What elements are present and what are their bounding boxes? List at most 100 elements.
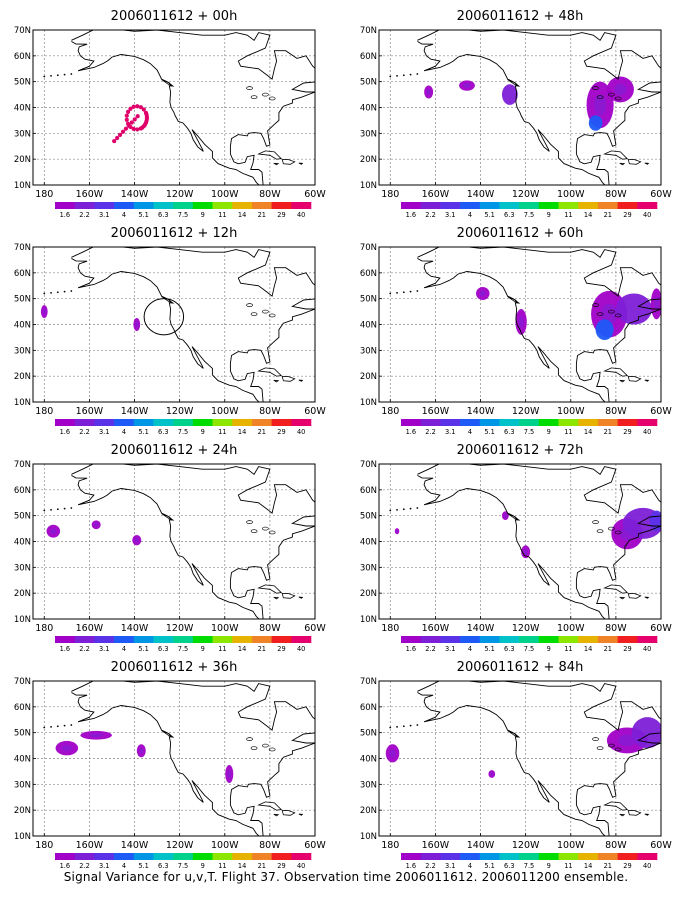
island — [644, 596, 650, 599]
colorbar-swatch — [55, 202, 75, 209]
lat-tick-label: 50N — [360, 295, 377, 305]
lon-tick-label: 180 — [381, 840, 399, 851]
colorbar-swatch — [192, 636, 213, 643]
colorbar-swatch — [153, 636, 174, 643]
variance-core — [389, 749, 396, 758]
aleutian-island — [43, 292, 46, 295]
variance-core — [50, 528, 57, 535]
lat-tick-label: 10N — [14, 832, 31, 842]
colorbar-label: 21 — [258, 428, 266, 436]
great-lake — [608, 526, 615, 531]
lon-tick-label: 140W — [121, 840, 149, 851]
variance-core — [614, 83, 627, 96]
map-area — [33, 30, 315, 185]
colorbar-label: 11 — [564, 862, 572, 870]
colorbar-label: 4 — [468, 645, 472, 653]
island — [298, 813, 304, 816]
colorbar-swatch — [499, 202, 520, 209]
colorbar-label: 2.2 — [425, 645, 436, 653]
variance-core — [135, 321, 139, 328]
lon-tick-label: 100W — [211, 189, 239, 200]
lon-tick-label: 140W — [121, 406, 149, 417]
colorbar-label: 4 — [122, 428, 126, 436]
colorbar-swatch — [133, 853, 154, 860]
great-lake — [262, 92, 269, 97]
map-panel: 2006011612 + 72h 70N 60N 50N 40N 30N 20N 10N 180… — [360, 443, 673, 653]
colorbar-swatch — [291, 853, 312, 860]
panel-title: 2006011612 + 12h — [111, 226, 238, 241]
figure-caption: Signal Variance for u,v,T. Flight 37. Ob… — [63, 870, 629, 884]
island — [603, 801, 629, 811]
coastline — [71, 30, 315, 185]
colorbar-swatch — [558, 636, 579, 643]
colorbar-label: 2.2 — [425, 428, 436, 436]
lon-tick-label: 180 — [35, 189, 53, 200]
lat-tick-label: 10N — [14, 615, 31, 625]
colorbar-swatch — [538, 853, 559, 860]
lon-tick-label: 100W — [557, 406, 585, 417]
colorbar-label: 3.1 — [445, 645, 456, 653]
aleutian-island — [70, 290, 73, 292]
colorbar-swatch — [251, 202, 272, 209]
lon-tick-label: 60W — [304, 840, 326, 851]
lat-tick-label: 70N — [14, 26, 31, 36]
colorbar-swatch — [232, 419, 253, 426]
aleutian-island — [389, 509, 392, 512]
colorbar-label: 5.1 — [484, 645, 495, 653]
colorbar-swatch — [519, 853, 540, 860]
great-lake — [268, 96, 276, 101]
variance-core — [94, 522, 99, 527]
colorbar-label: 21 — [604, 645, 612, 653]
lat-tick-label: 60N — [14, 52, 31, 62]
lon-tick-label: 140W — [467, 623, 495, 634]
lon-tick-label: 100W — [211, 623, 239, 634]
colorbar-label: 1.6 — [406, 862, 417, 870]
great-lake — [250, 529, 258, 534]
colorbar-swatch — [558, 853, 579, 860]
colorbar-swatch — [55, 419, 75, 426]
lat-tick-label: 70N — [14, 460, 31, 470]
aleutian-island — [70, 507, 73, 509]
colorbar-swatch — [519, 636, 540, 643]
lon-tick-label: 160W — [422, 189, 450, 200]
lon-tick-label: 180 — [381, 406, 399, 417]
variance-core — [42, 308, 46, 315]
lon-tick-label: 100W — [557, 623, 585, 634]
variance-core — [503, 513, 507, 518]
lon-tick-label: 60W — [650, 623, 672, 634]
great-lake — [614, 747, 622, 752]
panel-title: 2006011612 + 24h — [111, 443, 238, 458]
colorbar-swatch — [637, 202, 658, 209]
colorbar-swatch — [420, 853, 441, 860]
map-panel: 2006011612 + 48h 70N 60N 50N 40N 30N 20N 10N 180… — [360, 9, 673, 219]
aleutian-island — [56, 74, 59, 77]
lon-tick-label: 100W — [211, 406, 239, 417]
colorbar-label: 14 — [238, 211, 246, 219]
great-lake — [608, 92, 615, 97]
colorbar-swatch — [460, 853, 481, 860]
island — [161, 730, 173, 738]
colorbar-label: 29 — [623, 862, 631, 870]
aleutian-island — [402, 725, 405, 728]
colorbar-swatch — [617, 636, 638, 643]
flight-track-point — [123, 126, 129, 131]
aleutian-island — [50, 725, 52, 728]
lon-tick-label: 180 — [35, 623, 53, 634]
island — [273, 596, 280, 600]
aleutian-island — [396, 508, 398, 511]
colorbar-swatch — [420, 636, 441, 643]
colorbar-label: 40 — [297, 428, 305, 436]
colorbar-swatch — [401, 853, 421, 860]
aleutian-island — [389, 75, 392, 78]
colorbar-label: 2.2 — [425, 211, 436, 219]
colorbar-label: 4 — [122, 645, 126, 653]
colorbar-label: 14 — [584, 211, 592, 219]
map-area — [33, 247, 315, 402]
colorbar-label: 21 — [258, 211, 266, 219]
colorbar-swatch — [133, 419, 154, 426]
lon-tick-label: 140W — [121, 623, 149, 634]
colorbar-swatch — [460, 202, 481, 209]
colorbar-swatch — [597, 636, 618, 643]
lat-tick-label: 20N — [360, 806, 377, 816]
colorbar-swatch — [173, 853, 194, 860]
